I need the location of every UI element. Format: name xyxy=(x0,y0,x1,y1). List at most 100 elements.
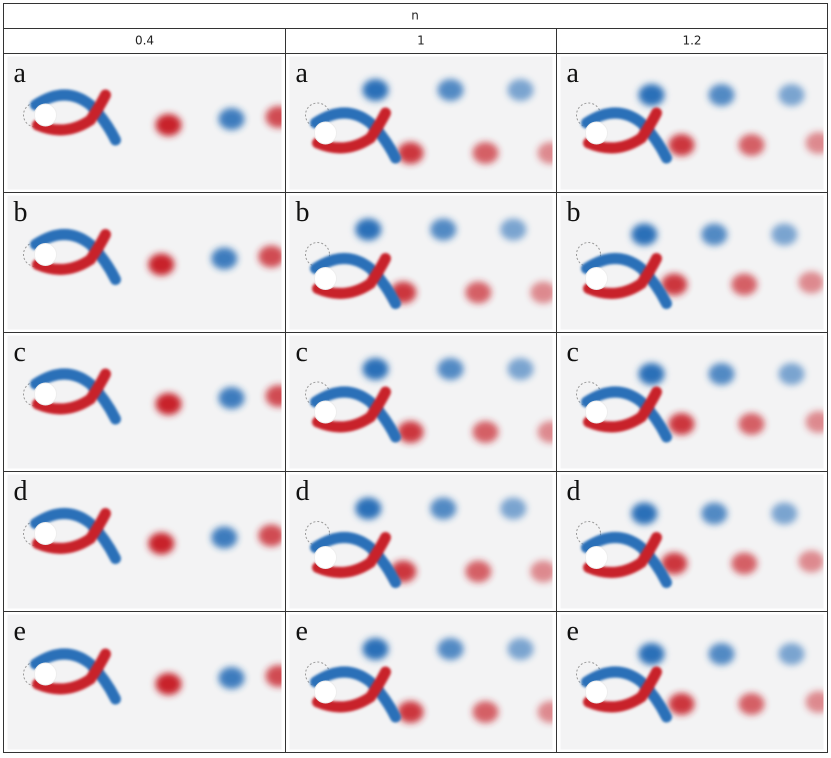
row-label: b xyxy=(14,197,28,228)
row-label: d xyxy=(14,476,28,507)
vortex xyxy=(731,273,758,296)
flow-field xyxy=(289,195,553,330)
cell-image: c xyxy=(7,335,282,469)
vortex xyxy=(397,701,424,723)
shear-layer-red xyxy=(583,666,662,713)
shear-layer-blue xyxy=(310,532,401,588)
vortex xyxy=(731,552,758,575)
vortex xyxy=(805,132,824,154)
flow-field xyxy=(289,335,553,469)
row-label: e xyxy=(14,616,26,647)
cell-image: b xyxy=(7,195,282,330)
image-bg xyxy=(560,614,824,750)
vortex xyxy=(355,218,382,241)
vortex xyxy=(437,358,464,380)
vortex xyxy=(507,358,534,380)
row-label: a xyxy=(296,58,309,89)
image-bg xyxy=(560,56,824,190)
vortex xyxy=(362,358,389,380)
cell-image: b xyxy=(289,195,553,330)
cylinder xyxy=(34,243,57,266)
image-bg xyxy=(289,56,553,190)
flow-field xyxy=(560,614,824,750)
flow-field xyxy=(289,614,553,750)
row-label: d xyxy=(296,476,310,507)
cell-image: d xyxy=(560,474,824,609)
row-label: e xyxy=(567,616,579,647)
vortex xyxy=(738,693,765,715)
vortex xyxy=(430,497,457,520)
vortex xyxy=(500,497,527,520)
flow-field xyxy=(7,56,282,190)
flow-field xyxy=(289,56,553,190)
cylinder xyxy=(34,382,57,406)
vortex xyxy=(265,106,282,128)
vortex xyxy=(537,701,553,723)
shear-layer-red xyxy=(312,253,391,299)
vortex xyxy=(805,691,824,713)
vortex xyxy=(771,223,798,246)
vortex xyxy=(355,497,382,520)
vortex xyxy=(500,218,527,241)
cylinder xyxy=(314,121,337,145)
shear-layer-red xyxy=(32,648,111,695)
vortex xyxy=(530,560,553,583)
cell-image: c xyxy=(560,335,824,469)
vortex xyxy=(507,638,534,660)
shear-layer-blue xyxy=(581,532,672,588)
shear-layer-blue xyxy=(581,253,672,309)
shear-layer-red xyxy=(312,666,391,713)
row-label: d xyxy=(567,476,581,507)
shear-layer-red xyxy=(32,89,111,136)
shear-layer-blue xyxy=(310,386,401,443)
vortex xyxy=(537,421,553,443)
vortex xyxy=(218,387,245,409)
vortex xyxy=(778,84,805,106)
vortex xyxy=(701,502,728,525)
cylinder xyxy=(314,400,337,424)
shear-layer-red xyxy=(32,368,111,415)
flow-field xyxy=(7,614,282,750)
flow-field xyxy=(560,335,824,469)
vortex xyxy=(472,701,499,723)
flow-field xyxy=(560,474,824,609)
shear-layer-red xyxy=(312,532,391,578)
cylinder xyxy=(585,680,608,704)
vortex xyxy=(668,693,695,715)
shear-layer-blue xyxy=(581,666,672,723)
vortex xyxy=(155,673,182,695)
vortex xyxy=(437,638,464,660)
vortex xyxy=(218,667,245,689)
flow-field xyxy=(560,195,824,330)
vortex xyxy=(472,142,499,164)
shear-layer-blue xyxy=(30,89,121,146)
shear-layer-red xyxy=(32,508,111,554)
column-header: 1.2 xyxy=(682,34,701,48)
row-label: c xyxy=(567,337,579,368)
row-label: a xyxy=(567,58,580,89)
reference-cylinder xyxy=(576,242,601,267)
cylinder xyxy=(314,546,337,569)
reference-cylinder xyxy=(576,521,601,546)
cell-image: d xyxy=(289,474,553,609)
shear-layer-red xyxy=(312,386,391,433)
row-label: a xyxy=(14,58,27,89)
vortex xyxy=(638,84,665,106)
vortex xyxy=(638,643,665,665)
row-label: e xyxy=(296,616,308,647)
vortex xyxy=(631,502,658,525)
cylinder xyxy=(585,121,608,145)
shear-layer-blue xyxy=(310,107,401,164)
shear-layer-red xyxy=(583,386,662,433)
vortex xyxy=(708,84,735,106)
vortex xyxy=(362,79,389,101)
vortex xyxy=(778,363,805,385)
shear-layer-red xyxy=(312,107,391,154)
vortex xyxy=(397,421,424,443)
vortex xyxy=(668,134,695,156)
vortex xyxy=(668,413,695,435)
image-bg xyxy=(560,335,824,469)
cell-image: a xyxy=(289,56,553,190)
cylinder xyxy=(314,680,337,704)
cylinder xyxy=(585,546,608,569)
